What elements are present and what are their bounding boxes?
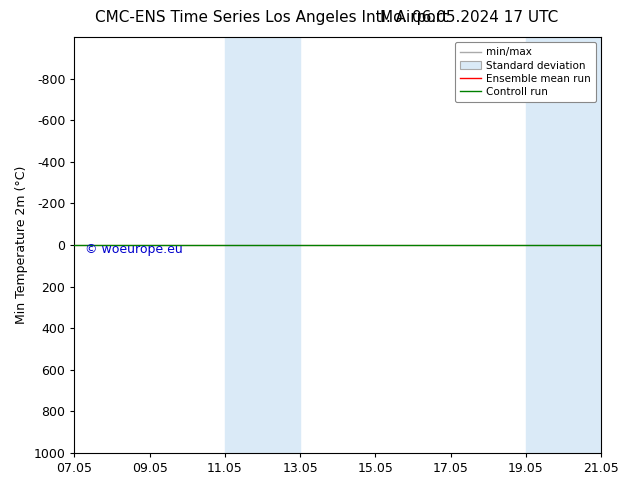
Y-axis label: Min Temperature 2m (°C): Min Temperature 2m (°C): [15, 166, 28, 324]
Legend: min/max, Standard deviation, Ensemble mean run, Controll run: min/max, Standard deviation, Ensemble me…: [455, 42, 596, 102]
Text: Mo. 06.05.2024 17 UTC: Mo. 06.05.2024 17 UTC: [380, 10, 558, 25]
Text: © woeurope.eu: © woeurope.eu: [85, 243, 183, 256]
Bar: [526, 37, 601, 453]
Text: CMC-ENS Time Series Los Angeles Intl. Airport: CMC-ENS Time Series Los Angeles Intl. Ai…: [95, 10, 448, 25]
Bar: [225, 37, 300, 453]
